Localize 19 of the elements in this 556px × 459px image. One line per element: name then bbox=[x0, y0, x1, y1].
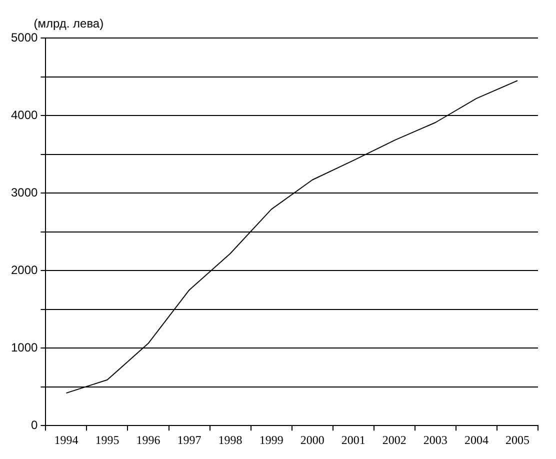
x-tick-label: 1998 bbox=[218, 432, 242, 447]
y-tick-label: 0 bbox=[31, 418, 38, 432]
y-tick-label: 4000 bbox=[10, 108, 38, 122]
x-tick-label: 1995 bbox=[95, 432, 120, 447]
x-tick-label: 1997 bbox=[177, 432, 202, 447]
y-tick-label: 1000 bbox=[10, 340, 38, 354]
y-tick-label: 5000 bbox=[10, 30, 38, 44]
x-tick-label: 1994 bbox=[54, 432, 78, 447]
x-tick-label: 2004 bbox=[464, 432, 488, 447]
y-axis-title: (млрд. лева) bbox=[34, 16, 104, 30]
y-tick-label: 3000 bbox=[10, 185, 38, 200]
x-tick-label: 1996 bbox=[136, 432, 160, 447]
x-tick-label: 2000 bbox=[300, 432, 324, 447]
y-tick-label: 2000 bbox=[10, 262, 38, 277]
x-tick-label: 2003 bbox=[423, 432, 448, 447]
x-tick-label: 2001 bbox=[341, 432, 366, 447]
x-tick-label: 2005 bbox=[505, 432, 530, 447]
x-tick-label: 1999 bbox=[259, 432, 284, 447]
x-tick-label: 2002 bbox=[382, 432, 406, 447]
